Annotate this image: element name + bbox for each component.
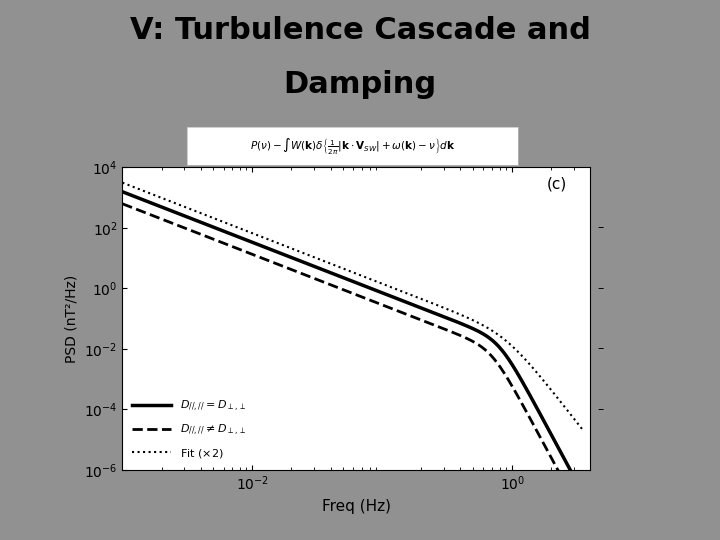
Text: $P(\nu) - \int W(\mathbf{k})\delta\left\{\frac{1}{2\pi}|\mathbf{k}\cdot\mathbf{V: $P(\nu) - \int W(\mathbf{k})\delta\left\… (250, 136, 456, 156)
Text: –: – (598, 342, 603, 355)
Text: V: Turbulence Cascade and: V: Turbulence Cascade and (130, 16, 590, 45)
X-axis label: Freq (Hz): Freq (Hz) (322, 499, 391, 514)
Y-axis label: PSD (nT²/Hz): PSD (nT²/Hz) (65, 274, 78, 363)
Legend: $D_{//,//}=D_{\perp,\perp}$, $D_{//,//}\neq D_{\perp,\perp}$, Fit ($\times 2$): $D_{//,//}=D_{\perp,\perp}$, $D_{//,//}\… (128, 394, 251, 464)
Text: –: – (598, 403, 603, 416)
Text: (c): (c) (546, 177, 567, 192)
Text: –: – (598, 282, 603, 295)
Text: Damping: Damping (284, 70, 436, 99)
Text: –: – (598, 221, 603, 234)
